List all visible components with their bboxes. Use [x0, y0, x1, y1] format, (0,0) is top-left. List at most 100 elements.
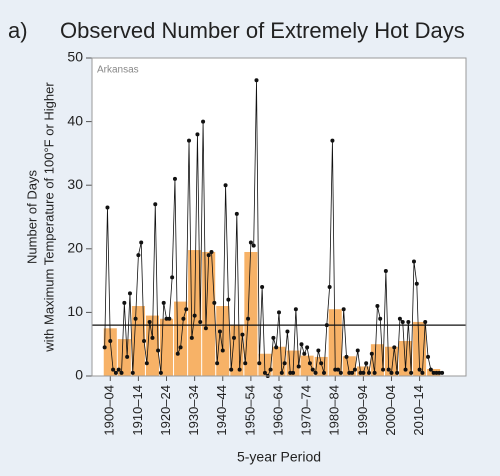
x-tick-label: 1920–24 [158, 385, 173, 436]
y-tick-label: 50 [67, 49, 83, 65]
point [313, 370, 318, 375]
point [310, 367, 315, 372]
point [274, 345, 279, 350]
point [220, 348, 225, 353]
point [175, 351, 180, 356]
point [181, 316, 186, 321]
point [409, 370, 414, 375]
point [428, 367, 433, 372]
point [397, 316, 402, 321]
point [350, 370, 355, 375]
point [305, 345, 310, 350]
point [417, 367, 422, 372]
point [400, 319, 405, 324]
bar [399, 341, 413, 376]
point [336, 367, 341, 372]
point [372, 370, 377, 375]
point [279, 370, 284, 375]
point [277, 310, 281, 315]
point [271, 335, 276, 340]
point [282, 361, 287, 366]
x-axis-title: 5-year Period [237, 449, 321, 465]
point [150, 335, 155, 340]
point [344, 354, 349, 359]
x-tick-label: 2010–14 [411, 385, 426, 436]
x-tick-label: 1910–14 [130, 385, 145, 436]
point [195, 132, 200, 137]
x-tick-label: 1970–74 [299, 385, 314, 436]
point [262, 370, 267, 375]
y-axis-title: Number of Days [24, 170, 39, 264]
point [164, 316, 169, 321]
point [296, 364, 301, 369]
bar [244, 251, 258, 376]
point [327, 284, 332, 289]
point [434, 370, 439, 375]
point [229, 367, 234, 372]
point [119, 370, 124, 375]
bar [202, 251, 216, 376]
bar [159, 318, 174, 376]
point [226, 297, 231, 302]
point [203, 326, 208, 331]
point [127, 291, 132, 296]
point [198, 319, 203, 324]
point [319, 361, 324, 366]
point [375, 304, 380, 309]
point [139, 240, 144, 245]
point [206, 253, 211, 258]
point [189, 335, 194, 340]
point [246, 316, 251, 321]
x-tick-label: 1980–84 [327, 385, 342, 436]
point [257, 361, 262, 366]
point [361, 370, 366, 375]
point [423, 319, 428, 324]
point [153, 202, 158, 207]
point [130, 370, 135, 375]
point [142, 339, 147, 344]
point [147, 319, 152, 324]
y-tick-label: 10 [67, 303, 83, 319]
point [378, 316, 383, 321]
point [381, 367, 386, 372]
point [184, 307, 189, 312]
bar [103, 328, 117, 376]
point [268, 367, 273, 372]
point [133, 316, 138, 321]
point [369, 351, 374, 356]
bar [300, 355, 314, 376]
point [386, 367, 391, 372]
panel-label: a) [8, 18, 28, 43]
point [201, 119, 206, 124]
point [338, 370, 343, 375]
region-label: Arkansas [97, 65, 139, 76]
point [237, 367, 242, 372]
point [116, 367, 121, 372]
point [364, 361, 369, 366]
y-tick-label: 40 [67, 112, 83, 128]
point [285, 329, 290, 334]
point [395, 370, 400, 375]
point [347, 370, 352, 375]
point [144, 361, 149, 366]
point [217, 329, 222, 334]
x-tick-label: 2000–04 [383, 385, 398, 436]
point [223, 183, 228, 188]
point [136, 253, 141, 258]
y-tick-label: 0 [75, 367, 83, 383]
point [358, 370, 363, 375]
point [108, 339, 113, 344]
point [212, 300, 217, 305]
point [187, 138, 192, 143]
point [113, 370, 118, 375]
point [234, 211, 239, 216]
point [307, 361, 312, 366]
point [299, 342, 304, 347]
point [102, 345, 107, 350]
plot-border [91, 57, 467, 377]
point [403, 367, 408, 372]
point [161, 300, 166, 305]
point [392, 345, 397, 350]
point [420, 370, 425, 375]
point [167, 316, 172, 321]
